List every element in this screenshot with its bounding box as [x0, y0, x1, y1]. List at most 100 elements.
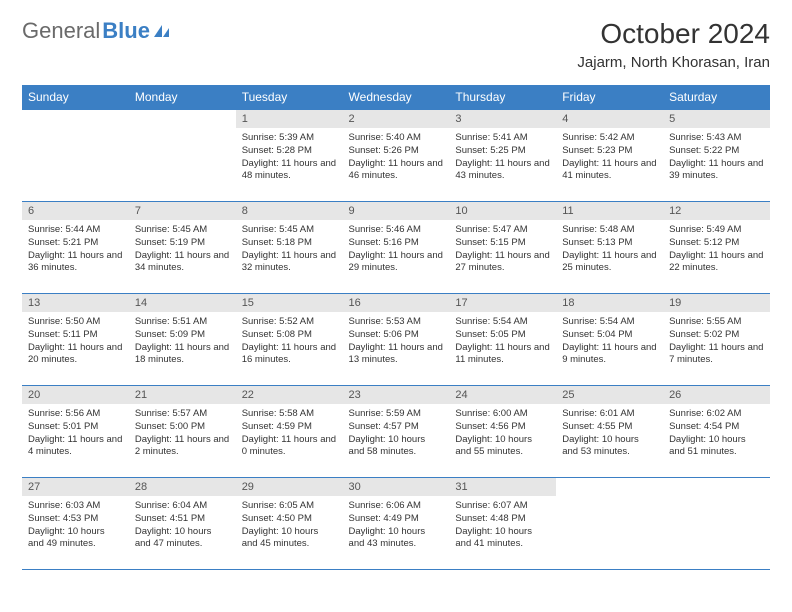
day-number: 15	[236, 294, 343, 312]
calendar-cell	[129, 109, 236, 201]
calendar-row: 13Sunrise: 5:50 AMSunset: 5:11 PMDayligh…	[22, 293, 770, 385]
calendar-cell: 22Sunrise: 5:58 AMSunset: 4:59 PMDayligh…	[236, 385, 343, 477]
day-content: Sunrise: 5:48 AMSunset: 5:13 PMDaylight:…	[556, 220, 663, 279]
calendar-cell: 27Sunrise: 6:03 AMSunset: 4:53 PMDayligh…	[22, 477, 129, 569]
day-content: Sunrise: 5:39 AMSunset: 5:28 PMDaylight:…	[236, 128, 343, 187]
day-number: 3	[449, 110, 556, 128]
weekday-header-row: SundayMondayTuesdayWednesdayThursdayFrid…	[22, 85, 770, 109]
calendar-row: 1Sunrise: 5:39 AMSunset: 5:28 PMDaylight…	[22, 109, 770, 201]
calendar-cell: 19Sunrise: 5:55 AMSunset: 5:02 PMDayligh…	[663, 293, 770, 385]
day-content: Sunrise: 6:02 AMSunset: 4:54 PMDaylight:…	[663, 404, 770, 463]
calendar-cell	[556, 477, 663, 569]
day-number: 26	[663, 386, 770, 404]
calendar-cell: 17Sunrise: 5:54 AMSunset: 5:05 PMDayligh…	[449, 293, 556, 385]
calendar-cell: 26Sunrise: 6:02 AMSunset: 4:54 PMDayligh…	[663, 385, 770, 477]
calendar-cell: 3Sunrise: 5:41 AMSunset: 5:25 PMDaylight…	[449, 109, 556, 201]
calendar-table: SundayMondayTuesdayWednesdayThursdayFrid…	[22, 85, 770, 569]
day-content: Sunrise: 6:06 AMSunset: 4:49 PMDaylight:…	[343, 496, 450, 555]
day-content: Sunrise: 5:40 AMSunset: 5:26 PMDaylight:…	[343, 128, 450, 187]
weekday-header: Friday	[556, 85, 663, 109]
day-content: Sunrise: 5:47 AMSunset: 5:15 PMDaylight:…	[449, 220, 556, 279]
day-content: Sunrise: 5:56 AMSunset: 5:01 PMDaylight:…	[22, 404, 129, 463]
day-content: Sunrise: 5:54 AMSunset: 5:04 PMDaylight:…	[556, 312, 663, 371]
calendar-cell: 24Sunrise: 6:00 AMSunset: 4:56 PMDayligh…	[449, 385, 556, 477]
day-number: 9	[343, 202, 450, 220]
day-content: Sunrise: 6:01 AMSunset: 4:55 PMDaylight:…	[556, 404, 663, 463]
logo-icon	[154, 23, 174, 39]
day-number: 24	[449, 386, 556, 404]
logo: General Blue	[22, 18, 174, 44]
calendar-cell: 15Sunrise: 5:52 AMSunset: 5:08 PMDayligh…	[236, 293, 343, 385]
calendar-cell: 14Sunrise: 5:51 AMSunset: 5:09 PMDayligh…	[129, 293, 236, 385]
calendar-cell: 16Sunrise: 5:53 AMSunset: 5:06 PMDayligh…	[343, 293, 450, 385]
day-content: Sunrise: 6:00 AMSunset: 4:56 PMDaylight:…	[449, 404, 556, 463]
day-number: 14	[129, 294, 236, 312]
header: General Blue October 2024 Jajarm, North …	[22, 18, 770, 71]
weekday-header: Wednesday	[343, 85, 450, 109]
day-number: 7	[129, 202, 236, 220]
calendar-cell: 4Sunrise: 5:42 AMSunset: 5:23 PMDaylight…	[556, 109, 663, 201]
day-number: 21	[129, 386, 236, 404]
calendar-cell: 23Sunrise: 5:59 AMSunset: 4:57 PMDayligh…	[343, 385, 450, 477]
day-number: 4	[556, 110, 663, 128]
calendar-cell: 10Sunrise: 5:47 AMSunset: 5:15 PMDayligh…	[449, 201, 556, 293]
calendar-cell: 8Sunrise: 5:45 AMSunset: 5:18 PMDaylight…	[236, 201, 343, 293]
calendar-cell	[663, 477, 770, 569]
calendar-cell: 2Sunrise: 5:40 AMSunset: 5:26 PMDaylight…	[343, 109, 450, 201]
day-content: Sunrise: 5:58 AMSunset: 4:59 PMDaylight:…	[236, 404, 343, 463]
day-content: Sunrise: 5:53 AMSunset: 5:06 PMDaylight:…	[343, 312, 450, 371]
day-number: 13	[22, 294, 129, 312]
day-number: 29	[236, 478, 343, 496]
day-number: 19	[663, 294, 770, 312]
day-number: 6	[22, 202, 129, 220]
day-number: 23	[343, 386, 450, 404]
day-content: Sunrise: 5:59 AMSunset: 4:57 PMDaylight:…	[343, 404, 450, 463]
day-number: 8	[236, 202, 343, 220]
calendar-cell: 13Sunrise: 5:50 AMSunset: 5:11 PMDayligh…	[22, 293, 129, 385]
day-content: Sunrise: 6:07 AMSunset: 4:48 PMDaylight:…	[449, 496, 556, 555]
day-number: 5	[663, 110, 770, 128]
weekday-header: Saturday	[663, 85, 770, 109]
day-content: Sunrise: 5:42 AMSunset: 5:23 PMDaylight:…	[556, 128, 663, 187]
day-content: Sunrise: 5:49 AMSunset: 5:12 PMDaylight:…	[663, 220, 770, 279]
day-content: Sunrise: 5:50 AMSunset: 5:11 PMDaylight:…	[22, 312, 129, 371]
calendar-row: 27Sunrise: 6:03 AMSunset: 4:53 PMDayligh…	[22, 477, 770, 569]
calendar-cell: 5Sunrise: 5:43 AMSunset: 5:22 PMDaylight…	[663, 109, 770, 201]
day-content: Sunrise: 6:04 AMSunset: 4:51 PMDaylight:…	[129, 496, 236, 555]
day-number: 31	[449, 478, 556, 496]
calendar-cell: 9Sunrise: 5:46 AMSunset: 5:16 PMDaylight…	[343, 201, 450, 293]
calendar-cell: 12Sunrise: 5:49 AMSunset: 5:12 PMDayligh…	[663, 201, 770, 293]
day-content: Sunrise: 5:57 AMSunset: 5:00 PMDaylight:…	[129, 404, 236, 463]
day-number: 16	[343, 294, 450, 312]
calendar-cell: 6Sunrise: 5:44 AMSunset: 5:21 PMDaylight…	[22, 201, 129, 293]
calendar-cell: 11Sunrise: 5:48 AMSunset: 5:13 PMDayligh…	[556, 201, 663, 293]
calendar-cell	[22, 109, 129, 201]
calendar-cell: 30Sunrise: 6:06 AMSunset: 4:49 PMDayligh…	[343, 477, 450, 569]
calendar-cell: 29Sunrise: 6:05 AMSunset: 4:50 PMDayligh…	[236, 477, 343, 569]
location: Jajarm, North Khorasan, Iran	[577, 54, 770, 71]
table-bottom-rule	[22, 569, 770, 570]
day-number: 1	[236, 110, 343, 128]
weekday-header: Sunday	[22, 85, 129, 109]
day-number: 17	[449, 294, 556, 312]
page-title: October 2024	[577, 18, 770, 50]
day-number: 27	[22, 478, 129, 496]
day-content: Sunrise: 5:45 AMSunset: 5:19 PMDaylight:…	[129, 220, 236, 279]
calendar-cell: 20Sunrise: 5:56 AMSunset: 5:01 PMDayligh…	[22, 385, 129, 477]
day-content: Sunrise: 5:44 AMSunset: 5:21 PMDaylight:…	[22, 220, 129, 279]
day-content: Sunrise: 6:05 AMSunset: 4:50 PMDaylight:…	[236, 496, 343, 555]
day-content: Sunrise: 5:45 AMSunset: 5:18 PMDaylight:…	[236, 220, 343, 279]
day-number: 25	[556, 386, 663, 404]
calendar-row: 20Sunrise: 5:56 AMSunset: 5:01 PMDayligh…	[22, 385, 770, 477]
day-content: Sunrise: 5:51 AMSunset: 5:09 PMDaylight:…	[129, 312, 236, 371]
day-content: Sunrise: 5:52 AMSunset: 5:08 PMDaylight:…	[236, 312, 343, 371]
logo-text-2: Blue	[102, 18, 150, 44]
logo-text-1: General	[22, 18, 100, 44]
day-number: 18	[556, 294, 663, 312]
day-number: 30	[343, 478, 450, 496]
day-content: Sunrise: 5:41 AMSunset: 5:25 PMDaylight:…	[449, 128, 556, 187]
day-number: 28	[129, 478, 236, 496]
day-content: Sunrise: 6:03 AMSunset: 4:53 PMDaylight:…	[22, 496, 129, 555]
calendar-cell: 18Sunrise: 5:54 AMSunset: 5:04 PMDayligh…	[556, 293, 663, 385]
calendar-cell: 7Sunrise: 5:45 AMSunset: 5:19 PMDaylight…	[129, 201, 236, 293]
